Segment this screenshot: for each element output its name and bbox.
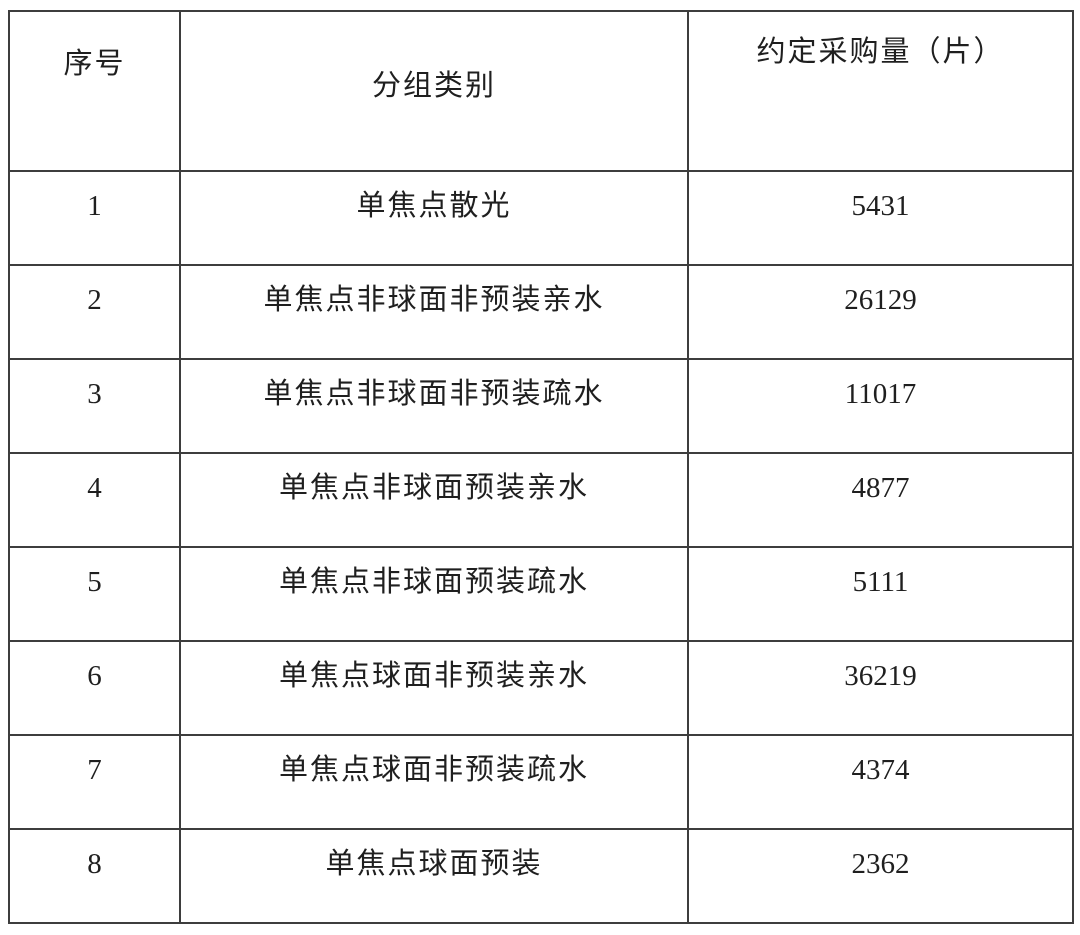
row-quantity-cell: 26129 — [687, 264, 1074, 360]
row-index-cell: 8 — [8, 828, 181, 924]
procurement-table: 序号 分组类别 约定采购量（片） 1 单焦点散光 5431 2 单焦点非球面非预… — [8, 10, 1074, 924]
table-row: 4 单焦点非球面预装亲水 4877 — [8, 452, 1074, 548]
header-cell-category: 分组类别 — [179, 10, 689, 172]
header-cell-index: 序号 — [8, 10, 181, 172]
row-category-cell: 单焦点非球面预装亲水 — [179, 452, 689, 548]
row-quantity-cell: 5431 — [687, 170, 1074, 266]
row-index-cell: 1 — [8, 170, 181, 266]
header-cell-quantity: 约定采购量（片） — [687, 10, 1074, 172]
row-index-cell: 5 — [8, 546, 181, 642]
table-row: 2 单焦点非球面非预装亲水 26129 — [8, 264, 1074, 360]
row-category-cell: 单焦点散光 — [179, 170, 689, 266]
row-quantity-cell: 2362 — [687, 828, 1074, 924]
row-index-cell: 2 — [8, 264, 181, 360]
row-quantity-cell: 4877 — [687, 452, 1074, 548]
row-category-cell: 单焦点非球面非预装亲水 — [179, 264, 689, 360]
row-category-cell: 单焦点非球面非预装疏水 — [179, 358, 689, 454]
row-category-cell: 单焦点非球面预装疏水 — [179, 546, 689, 642]
row-quantity-cell: 4374 — [687, 734, 1074, 830]
row-index-cell: 4 — [8, 452, 181, 548]
row-category-cell: 单焦点球面非预装亲水 — [179, 640, 689, 736]
row-index-cell: 3 — [8, 358, 181, 454]
row-index-cell: 6 — [8, 640, 181, 736]
table-row: 7 单焦点球面非预装疏水 4374 — [8, 734, 1074, 830]
table-row: 8 单焦点球面预装 2362 — [8, 828, 1074, 924]
row-quantity-cell: 5111 — [687, 546, 1074, 642]
table-row: 6 单焦点球面非预装亲水 36219 — [8, 640, 1074, 736]
row-category-cell: 单焦点球面预装 — [179, 828, 689, 924]
row-index-cell: 7 — [8, 734, 181, 830]
row-category-cell: 单焦点球面非预装疏水 — [179, 734, 689, 830]
table-row: 5 单焦点非球面预装疏水 5111 — [8, 546, 1074, 642]
table-row: 3 单焦点非球面非预装疏水 11017 — [8, 358, 1074, 454]
row-quantity-cell: 36219 — [687, 640, 1074, 736]
header-row: 序号 分组类别 约定采购量（片） — [8, 10, 1074, 172]
table-body: 1 单焦点散光 5431 2 单焦点非球面非预装亲水 26129 3 单焦点非球… — [8, 170, 1074, 924]
table-row: 1 单焦点散光 5431 — [8, 170, 1074, 266]
row-quantity-cell: 11017 — [687, 358, 1074, 454]
